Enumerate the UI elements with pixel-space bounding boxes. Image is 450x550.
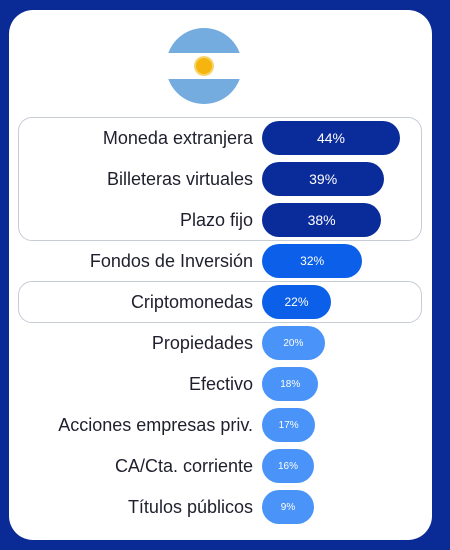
highlight-group-crypto xyxy=(18,281,422,323)
value-label: 44% xyxy=(316,130,346,146)
bar: 9% xyxy=(262,490,314,524)
bar: 16% xyxy=(262,449,314,483)
bar-row: Moneda extranjera 44% xyxy=(0,121,450,155)
bar-row: Fondos de Inversión 32% xyxy=(0,244,450,278)
category-label: Efectivo xyxy=(188,374,253,394)
value-label: 38% xyxy=(307,212,336,228)
value-label: 9% xyxy=(280,501,296,513)
bar-row: Acciones empresas priv. 17% xyxy=(0,408,450,442)
category-label: Plazo fijo xyxy=(179,210,253,230)
bar-row: Billeteras virtuales 39% xyxy=(0,162,450,196)
bar: 44% xyxy=(262,121,400,155)
value-label: 18% xyxy=(280,378,301,390)
sun-of-may-icon xyxy=(196,57,212,74)
bar: 22% xyxy=(262,285,331,319)
category-label: Fondos de Inversión xyxy=(89,251,253,271)
value-label: 16% xyxy=(277,460,298,472)
value-label: 39% xyxy=(309,171,338,187)
bar: 38% xyxy=(262,203,382,237)
bar: 20% xyxy=(262,326,325,360)
bar: 18% xyxy=(262,367,319,401)
category-label: Billeteras virtuales xyxy=(106,169,253,189)
bar-row: Títulos públicos 9% xyxy=(0,490,450,524)
category-label: Propiedades xyxy=(151,333,253,353)
highlight-group-top xyxy=(18,117,422,241)
bar: 32% xyxy=(262,244,363,278)
category-label: CA/Cta. corriente xyxy=(114,456,253,476)
value-label: 20% xyxy=(283,337,304,349)
bar: 39% xyxy=(262,162,385,196)
bar-row: Criptomonedas 22% xyxy=(0,285,450,319)
bar-row: Efectivo 18% xyxy=(0,367,450,401)
argentina-flag-icon xyxy=(166,28,242,104)
bar: 17% xyxy=(262,408,316,442)
value-label: 32% xyxy=(300,254,325,268)
category-label: Títulos públicos xyxy=(127,497,253,517)
bar-row: Plazo fijo 38% xyxy=(0,203,450,237)
bar-row: Propiedades 20% xyxy=(0,326,450,360)
category-label: Criptomonedas xyxy=(130,292,253,312)
value-label: 22% xyxy=(284,295,309,309)
category-label: Acciones empresas priv. xyxy=(58,415,253,435)
category-label: Moneda extranjera xyxy=(102,128,253,148)
value-label: 17% xyxy=(278,419,299,431)
bar-row: CA/Cta. corriente 16% xyxy=(0,449,450,483)
